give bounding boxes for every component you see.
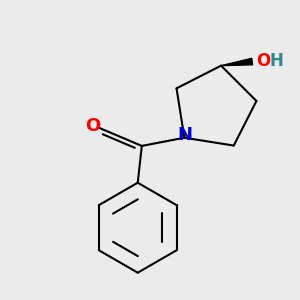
Polygon shape (221, 58, 253, 66)
Text: O: O (256, 52, 271, 70)
Text: N: N (178, 126, 193, 144)
Text: H: H (269, 52, 283, 70)
Text: O: O (85, 117, 100, 135)
